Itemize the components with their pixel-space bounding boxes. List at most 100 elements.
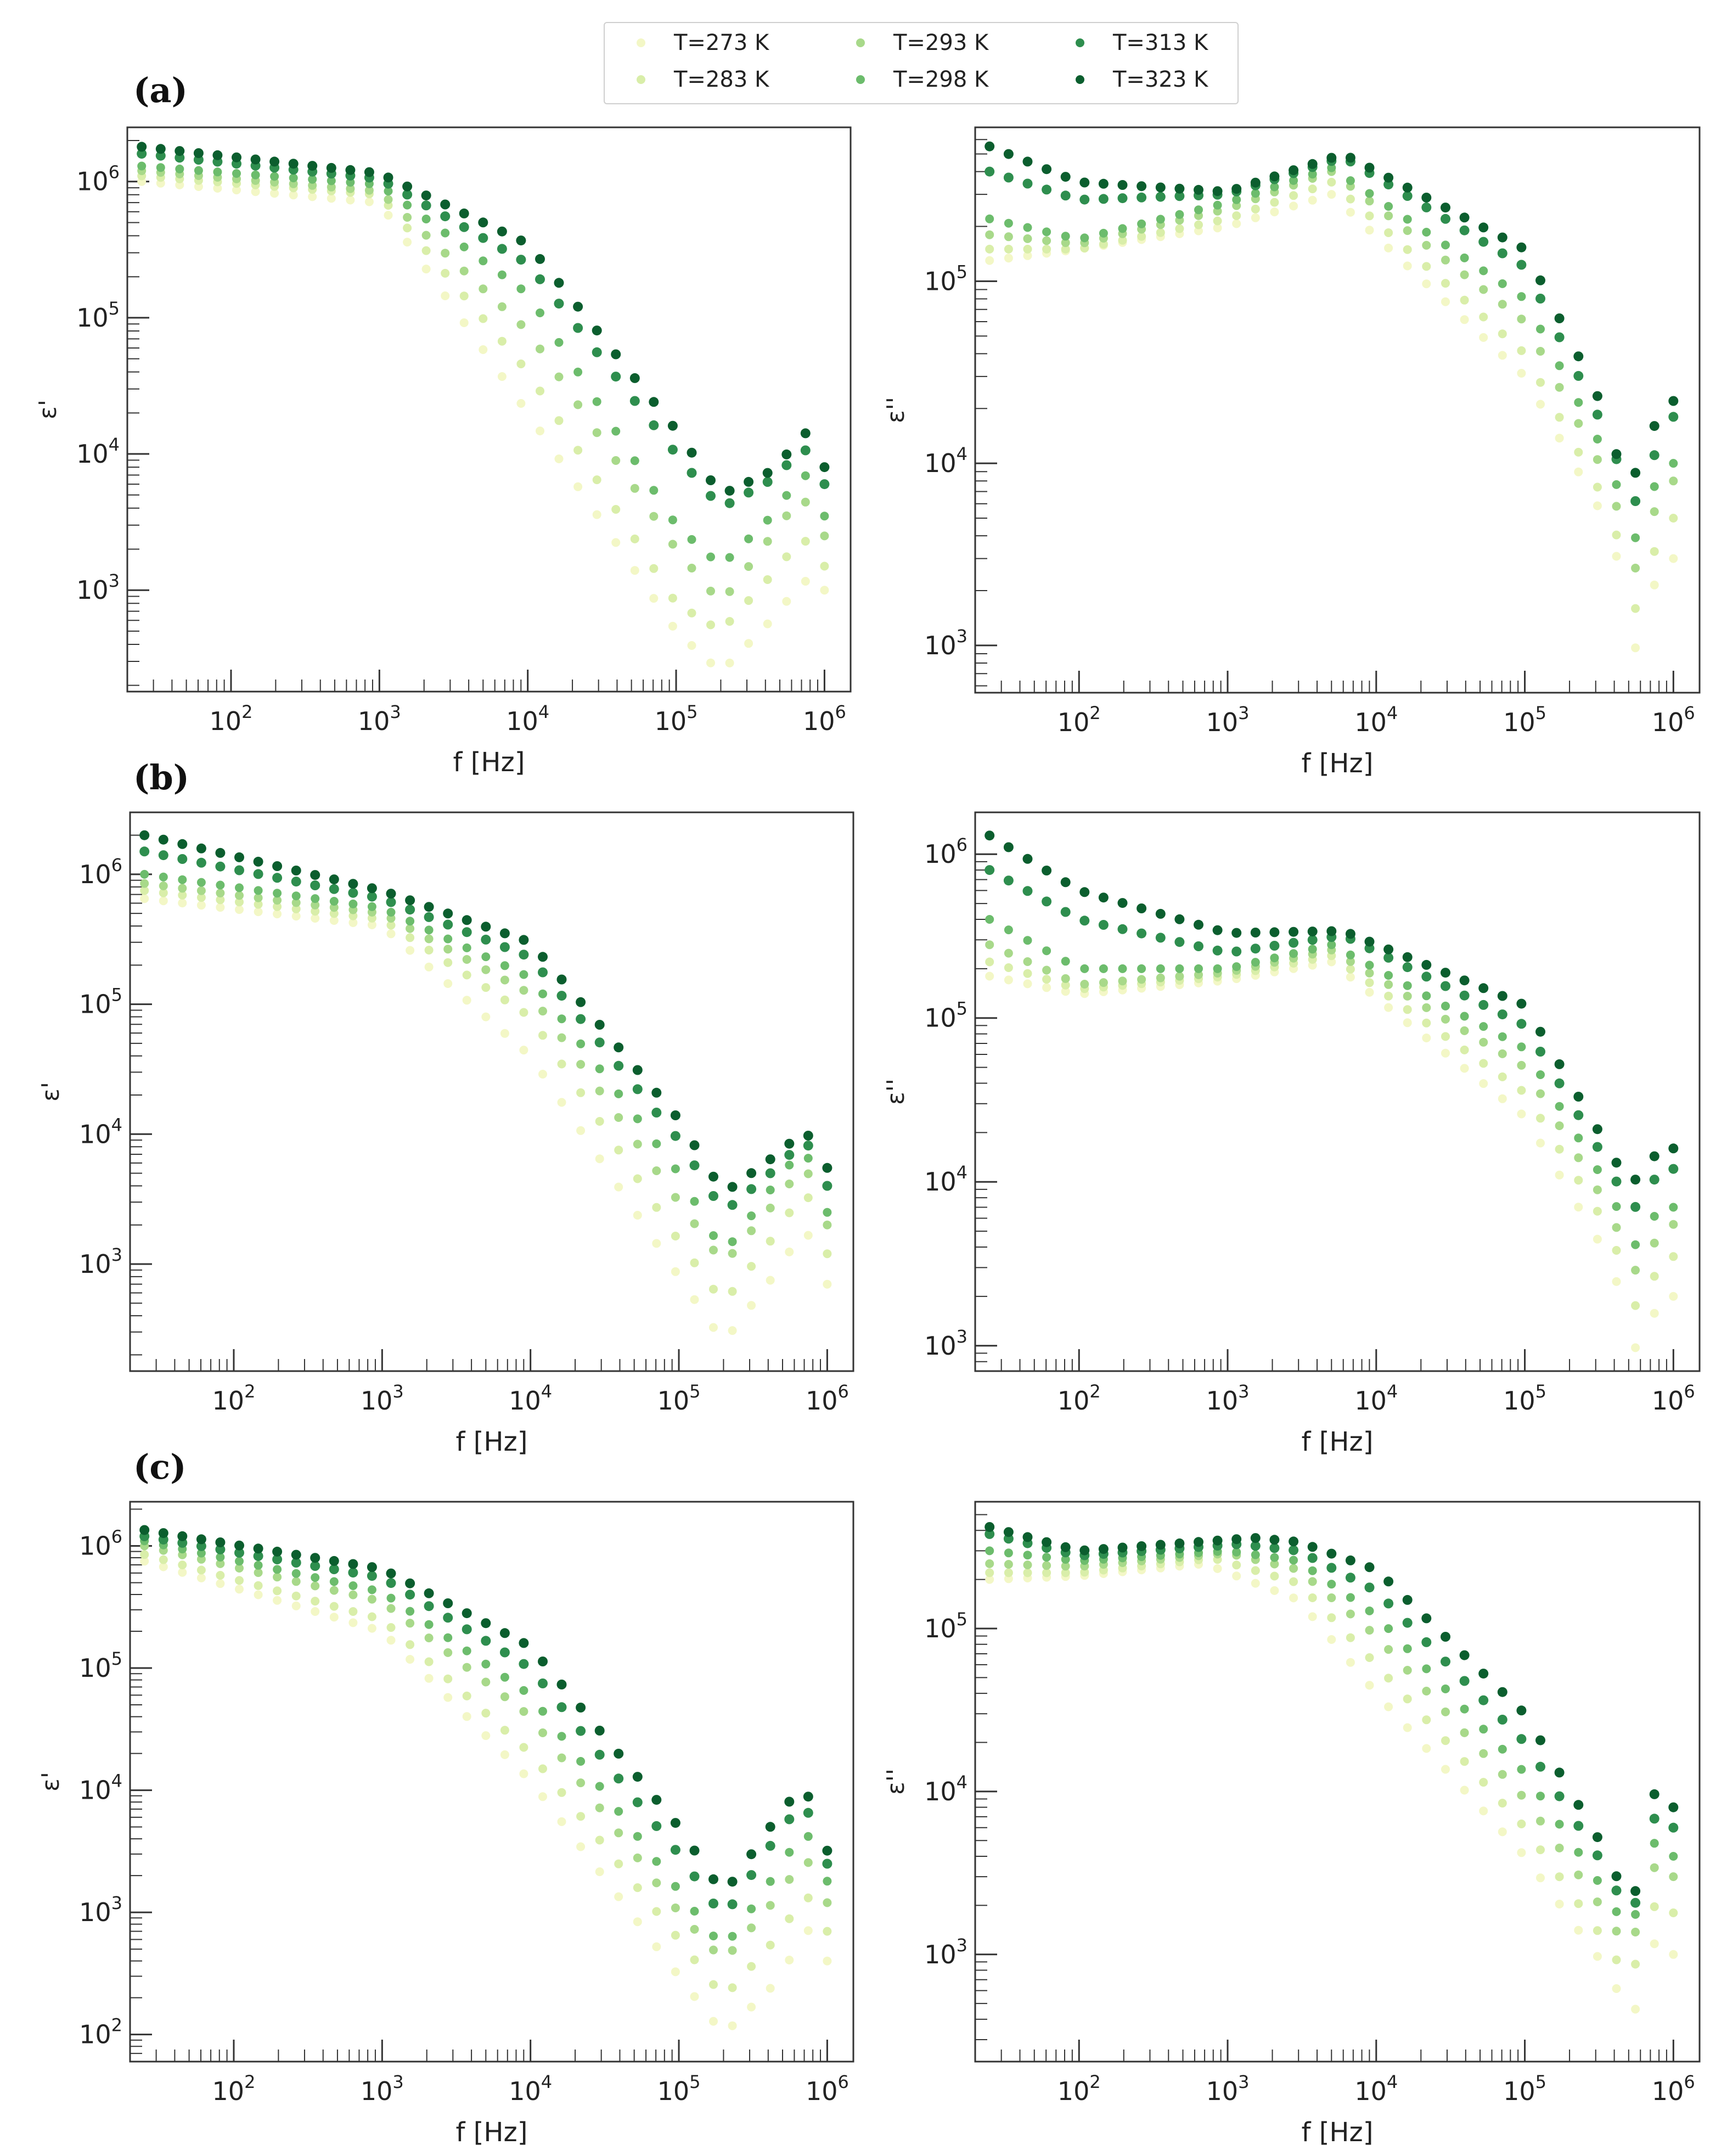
data-point [1650, 1272, 1659, 1281]
series-T=273 K [985, 1560, 1678, 2014]
data-point [311, 1597, 320, 1606]
data-point [519, 986, 528, 995]
data-point [1536, 1114, 1545, 1123]
data-point [1441, 279, 1450, 288]
plot-frame [129, 1501, 854, 2063]
data-point [747, 1226, 756, 1236]
data-point [1460, 315, 1469, 324]
data-point [1403, 991, 1412, 1001]
data-point [611, 349, 621, 360]
data-point [479, 314, 488, 323]
data-point [1574, 398, 1583, 407]
data-point [727, 1899, 738, 1910]
data-point [1212, 945, 1223, 956]
data-point [1194, 941, 1203, 951]
data-point [1289, 949, 1298, 958]
data-point [1441, 1685, 1450, 1693]
y-tick-label: 103 [76, 570, 120, 605]
data-point [746, 1168, 757, 1178]
plot-frame [126, 126, 852, 693]
data-point [1004, 1568, 1013, 1577]
data-point [1327, 1580, 1336, 1589]
data-point [424, 1657, 434, 1666]
data-point [499, 1628, 510, 1638]
data-point [1574, 1133, 1583, 1143]
data-point [1327, 957, 1336, 967]
data-point [215, 1544, 226, 1554]
data-point [253, 856, 263, 867]
data-point [762, 477, 773, 487]
data-point [728, 1932, 737, 1941]
data-point [576, 1088, 586, 1097]
data-point [649, 564, 659, 573]
data-point [1517, 1086, 1526, 1095]
data-point [785, 1875, 794, 1884]
data-point [326, 162, 336, 173]
data-point [1517, 1765, 1526, 1774]
data-point [1574, 419, 1583, 428]
data-point [538, 1706, 547, 1716]
data-point [1289, 191, 1298, 200]
data-point [1479, 1725, 1488, 1734]
y-axis-label: ε'' [882, 1768, 910, 1795]
data-point [497, 226, 507, 237]
data-point [785, 1848, 794, 1857]
data-point [1137, 903, 1147, 913]
data-point [177, 1531, 188, 1541]
data-point [822, 1181, 832, 1191]
data-point [250, 154, 261, 165]
data-point [1479, 1037, 1488, 1047]
data-point [611, 456, 621, 465]
data-point [462, 1712, 471, 1721]
y-tick-label: 104 [76, 434, 120, 469]
data-point [1346, 1609, 1355, 1619]
data-point [1592, 391, 1602, 401]
y-tick-label: 105 [76, 298, 120, 333]
data-point [499, 1647, 510, 1658]
data-point [690, 1219, 699, 1228]
data-point [178, 890, 187, 900]
series-T=293 K [140, 1541, 832, 1955]
data-point [348, 888, 358, 898]
data-point [782, 552, 791, 562]
data-point [196, 878, 206, 887]
data-point [386, 1636, 396, 1645]
data-point [800, 428, 811, 439]
data-point [1326, 926, 1337, 936]
data-point [1403, 1666, 1412, 1675]
data-point [1498, 279, 1507, 288]
data-point [784, 1138, 795, 1149]
data-point [1421, 1637, 1432, 1647]
data-point [1630, 1897, 1641, 1908]
data-point [1517, 369, 1526, 378]
data-point [1174, 191, 1185, 201]
data-point [1213, 1564, 1222, 1573]
data-point [500, 995, 509, 1004]
data-point [1517, 1042, 1526, 1052]
data-point [386, 908, 396, 917]
data-point [1555, 1121, 1564, 1130]
x-tick-label: 104 [1354, 1381, 1398, 1416]
legend-item: T=313 K [1076, 30, 1208, 56]
data-point [1593, 1206, 1602, 1216]
data-point [1232, 195, 1241, 204]
data-point [348, 1559, 358, 1569]
y-axis-label: ε' [37, 1772, 65, 1792]
data-point [611, 538, 621, 547]
data-point [346, 184, 355, 193]
data-point [499, 928, 510, 939]
data-point [763, 619, 772, 628]
data-point [1669, 514, 1678, 523]
data-point [1517, 1820, 1526, 1828]
data-point [670, 1845, 680, 1855]
data-point [196, 843, 206, 854]
data-point [690, 1925, 699, 1934]
data-point [1270, 207, 1279, 217]
data-point [1194, 220, 1203, 229]
series-T=293 K [985, 940, 1678, 1275]
data-point [519, 1046, 528, 1055]
data-point [1384, 1702, 1393, 1711]
data-point [573, 400, 583, 409]
data-point [196, 1573, 206, 1582]
data-point [212, 150, 223, 160]
